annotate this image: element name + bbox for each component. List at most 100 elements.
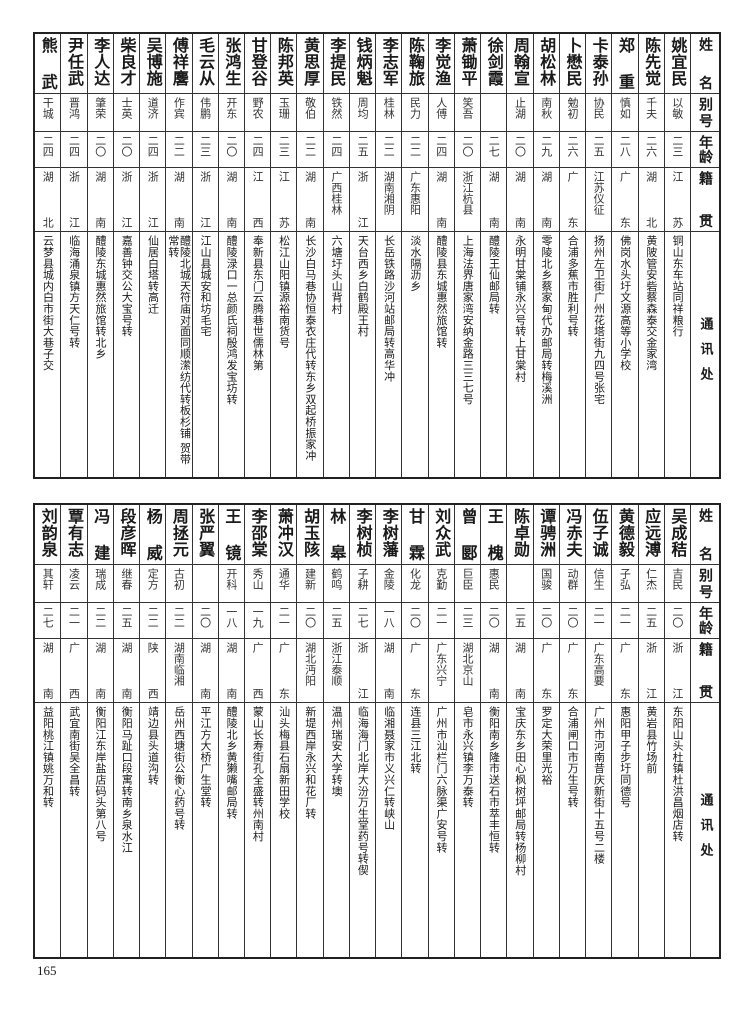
- person-address: 靖边县头道沟转: [146, 706, 160, 786]
- person-age: 一九: [251, 606, 265, 628]
- person-address: 临湘聂家市义兴仁转峡山: [382, 706, 396, 831]
- cell-age: 二一: [271, 603, 297, 639]
- cell-age: 一八: [218, 603, 245, 639]
- person-address: 扬州左卫街广州花塔街九四号张宅: [592, 235, 606, 405]
- person-name: 李志军: [379, 37, 399, 87]
- cell-name: 覃有志: [61, 505, 87, 565]
- cell-name: 吴博施: [140, 34, 166, 94]
- person-origin: 湖南: [119, 642, 133, 699]
- person-age: 二七: [41, 606, 55, 628]
- cell-origin: 湖北: [638, 168, 664, 232]
- person-name: 卡泰孙: [589, 37, 609, 87]
- person-alias: 作宾: [172, 97, 186, 119]
- person-column: 李人达 肇荣 二〇 湖南 醴陵东城惠然旅馆转北乡: [86, 34, 113, 477]
- person-age: 二八: [618, 135, 632, 157]
- cell-name: 杨威: [140, 505, 166, 565]
- person-column: 张鸿生 开东 二〇 湖南 醴陵渌口一总颜氏祠殷鸿发宝坊转: [217, 34, 245, 477]
- cell-origin: 浙江: [349, 639, 376, 703]
- person-origin: 湖北沔阳: [303, 642, 317, 686]
- cell-name: 应远溥: [638, 505, 664, 565]
- person-alias: 鹤鸣: [329, 568, 343, 590]
- person-alias: 开科: [224, 568, 238, 590]
- person-age: 二一: [277, 606, 291, 628]
- person-age: 二四: [146, 135, 160, 157]
- cell-address: 醴陵王仙邮局转: [481, 232, 506, 477]
- header-address: 通讯处: [697, 317, 713, 392]
- person-age: 二三: [277, 135, 291, 157]
- cell-alias: 子耕: [349, 565, 376, 603]
- header-name: 姓名: [697, 508, 713, 561]
- cell-name: 周翰宣: [507, 34, 533, 94]
- person-name: 张鸿生: [222, 37, 242, 87]
- person-alias: 秀山: [251, 568, 265, 590]
- cell-name: 胡玉陔: [297, 505, 323, 565]
- header-cell-alias: 别号: [691, 94, 719, 132]
- person-address: 江山县城安和坊毛宅: [198, 235, 212, 337]
- person-name: 王槐: [484, 508, 504, 561]
- person-address: 武宜南街吴全昌转: [67, 706, 81, 797]
- cell-age: 二五: [507, 603, 533, 639]
- cell-address: 惠阳甲子步圩同德号: [612, 703, 637, 957]
- cell-name: 徐剑霞: [481, 34, 507, 94]
- person-age: 二〇: [513, 135, 527, 157]
- person-name: 钱炳魁: [353, 37, 373, 87]
- person-column: 应远溥 仁杰 二五 浙江 黄岩县竹场前: [637, 505, 664, 957]
- person-column: 胡松林 南秋 二九 湖南 零陵北乡蔡家甸代办邮局转梅溪洲: [532, 34, 559, 477]
- person-origin: 广东高要: [592, 642, 606, 686]
- cell-name: 甘霖: [402, 505, 428, 565]
- cell-origin: 浙江: [192, 168, 218, 232]
- person-origin: 广东: [618, 171, 632, 228]
- cell-origin: 广东: [271, 639, 297, 703]
- cell-alias: 玉珊: [271, 94, 297, 132]
- person-origin: 湖南: [513, 171, 527, 228]
- person-age: 二〇: [119, 135, 133, 157]
- person-alias: 勉初: [565, 97, 579, 119]
- person-name: 曾郾: [458, 508, 478, 561]
- header-alias: 别号: [697, 97, 713, 128]
- cell-address: 铜山东车站同祥粮行: [665, 232, 690, 477]
- cell-age: 二七: [349, 603, 376, 639]
- cell-name: 郑重: [612, 34, 638, 94]
- person-name: 覃有志: [64, 508, 84, 558]
- person-origin: 浙江: [356, 642, 370, 699]
- cell-alias: 吉民: [664, 565, 690, 603]
- cell-name: 熊武: [35, 34, 61, 94]
- person-alias: 金陵: [382, 568, 396, 590]
- person-alias: 信生: [592, 568, 606, 590]
- cell-age: 二四: [61, 132, 87, 168]
- cell-origin: 陕西: [140, 639, 166, 703]
- cell-origin: 广东: [402, 639, 428, 703]
- person-origin: 广西桂林: [329, 171, 343, 215]
- person-address: 仙居白塔转高迁: [146, 235, 160, 315]
- person-name: 刘众武: [432, 508, 452, 558]
- header-address: 通讯处: [697, 792, 713, 868]
- person-address: 新堤西岸永兴和花厂转: [303, 706, 317, 819]
- person-name: 陈鞠旅: [406, 37, 426, 87]
- person-name: 冯建: [91, 508, 111, 561]
- cell-name: 曾郾: [454, 505, 481, 565]
- person-column: 熊武 干城 二四 湖北 云梦县城内白市街大巷子交: [35, 34, 61, 477]
- cell-alias: 作宾: [166, 94, 192, 132]
- person-age: 二二: [303, 135, 317, 157]
- header-cell-name: 姓名: [691, 505, 719, 565]
- cell-address: 皂市永兴镇李万泰转: [455, 703, 480, 957]
- person-alias: 古初: [172, 568, 186, 590]
- cell-alias: 千夫: [638, 94, 664, 132]
- person-alias: 以敏: [670, 97, 684, 119]
- person-origin: 湖南: [487, 171, 501, 228]
- person-name: 徐剑霞: [484, 37, 504, 87]
- cell-origin: 浙江: [349, 168, 376, 232]
- person-name: 傅祥麐: [169, 37, 189, 87]
- cell-address: 武宜南街吴全昌转: [61, 703, 86, 957]
- person-name: 李树桢: [353, 508, 373, 558]
- person-origin: 湖南: [303, 171, 317, 228]
- cell-origin: 广东: [612, 639, 638, 703]
- cell-name: 林皋: [323, 505, 349, 565]
- person-alias: 化龙: [408, 568, 422, 590]
- person-origin: 浙江: [146, 171, 160, 228]
- person-age: 二一: [434, 606, 448, 628]
- person-column: 谭骋洲 国骏 二〇 广东 罗定大荣里光裕: [532, 505, 559, 957]
- cell-origin: 湖北沔阳: [297, 639, 323, 703]
- person-origin: 湖南: [434, 171, 448, 228]
- cell-address: 天台西乡白鹤殿王村: [350, 232, 375, 477]
